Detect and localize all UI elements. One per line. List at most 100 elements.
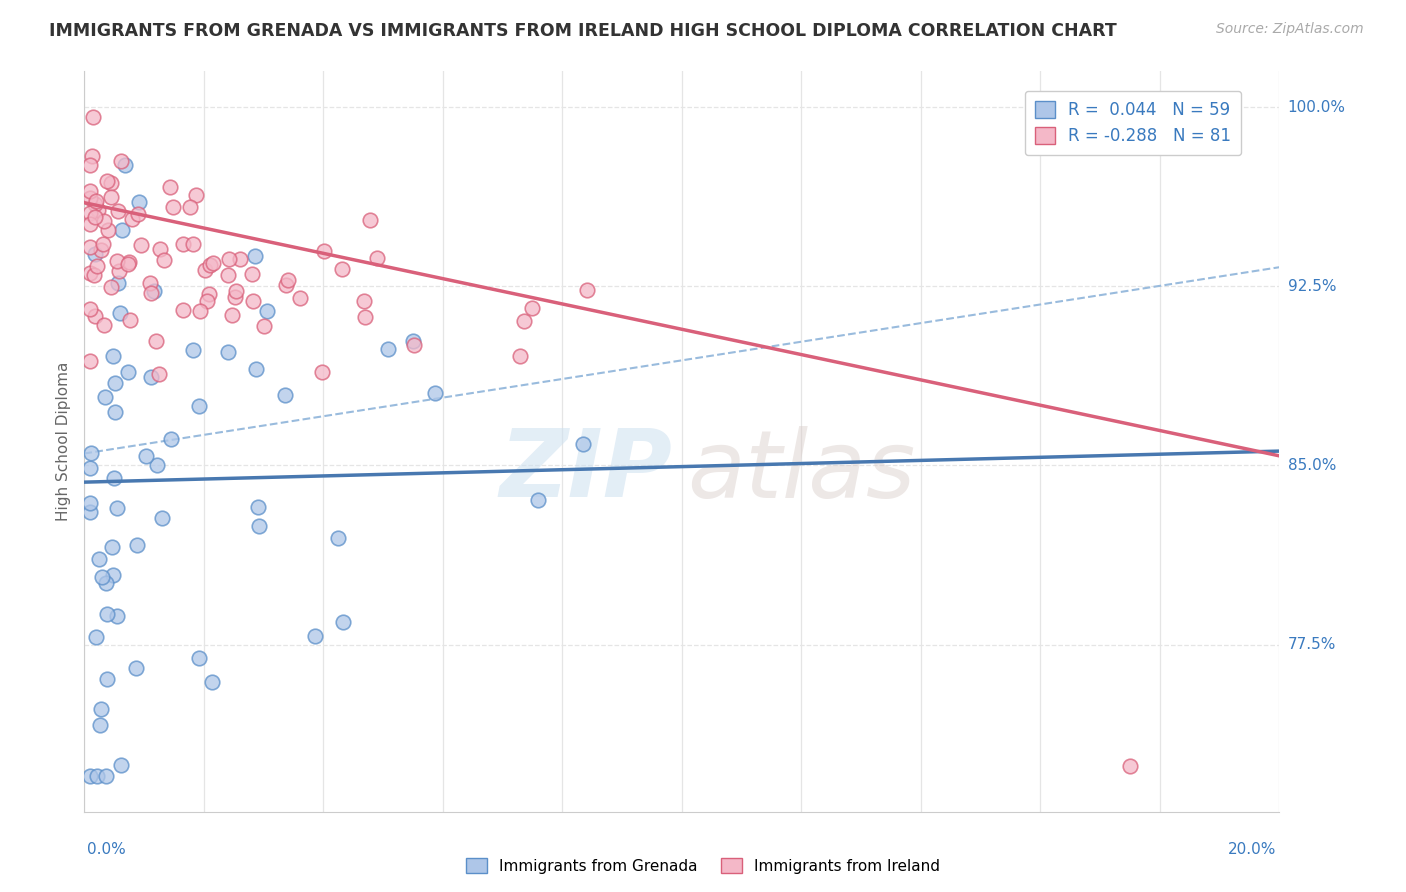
Point [101, 567, 124, 582]
Point [107, 276, 129, 290]
Point [366, 251, 388, 265]
Point [1119, 759, 1142, 773]
Point [108, 263, 131, 277]
Point [91, 237, 114, 252]
Text: 0.0%: 0.0% [87, 842, 127, 857]
Point [80, 149, 103, 163]
Point [240, 267, 263, 281]
Point [311, 365, 333, 379]
Point [145, 458, 167, 472]
Point [93, 318, 115, 333]
Point [89, 718, 111, 732]
Point [312, 244, 335, 259]
Point [104, 405, 127, 419]
Point [117, 365, 139, 379]
Point [288, 291, 311, 305]
Point [86, 259, 108, 273]
Point [245, 361, 267, 376]
Point [129, 238, 152, 252]
Point [128, 195, 150, 210]
Point [84, 196, 107, 211]
Point [243, 249, 266, 263]
Point [100, 189, 122, 203]
Point [120, 312, 142, 326]
Point [107, 203, 129, 218]
Point [326, 531, 349, 545]
Point [90, 244, 112, 258]
Point [90, 702, 112, 716]
Point [79, 158, 101, 172]
Point [172, 302, 194, 317]
Point [103, 471, 125, 485]
Point [110, 153, 132, 168]
Point [124, 661, 146, 675]
Point [79, 496, 101, 510]
Point [79, 191, 101, 205]
Point [114, 158, 136, 172]
Point [107, 608, 129, 623]
Point [304, 629, 326, 643]
Point [79, 266, 101, 280]
Point [80, 446, 103, 460]
Point [100, 176, 122, 190]
Point [89, 552, 111, 566]
Text: 100.0%: 100.0% [1288, 100, 1346, 115]
Point [330, 261, 353, 276]
Point [148, 367, 170, 381]
Text: IMMIGRANTS FROM GRENADA VS IMMIGRANTS FROM IRELAND HIGH SCHOOL DIPLOMA CORRELATI: IMMIGRANTS FROM GRENADA VS IMMIGRANTS FR… [49, 22, 1116, 40]
Point [193, 263, 215, 277]
Point [111, 223, 134, 237]
Point [217, 345, 239, 359]
Text: 92.5%: 92.5% [1288, 279, 1336, 293]
Point [353, 310, 375, 325]
Point [229, 252, 252, 267]
Point [153, 252, 176, 267]
Point [513, 313, 536, 327]
Point [135, 449, 157, 463]
Point [575, 283, 598, 297]
Point [105, 500, 128, 515]
Point [79, 460, 101, 475]
Text: Source: ZipAtlas.com: Source: ZipAtlas.com [1216, 22, 1364, 37]
Point [143, 285, 166, 299]
Legend: R =  0.044   N = 59, R = -0.288   N = 81: R = 0.044 N = 59, R = -0.288 N = 81 [1025, 91, 1241, 155]
Point [139, 285, 162, 300]
Point [162, 201, 184, 215]
Point [79, 302, 101, 317]
Point [83, 210, 105, 224]
Point [86, 769, 108, 783]
Point [221, 308, 243, 322]
Point [423, 385, 446, 400]
Point [359, 212, 381, 227]
Point [84, 247, 107, 261]
Point [402, 334, 425, 349]
Text: ZIP: ZIP [501, 425, 672, 517]
Point [179, 200, 201, 214]
Point [277, 273, 299, 287]
Point [198, 287, 221, 301]
Point [127, 207, 149, 221]
Point [198, 259, 221, 273]
Point [96, 673, 118, 687]
Point [101, 540, 124, 554]
Point [160, 432, 183, 446]
Point [184, 188, 207, 202]
Point [520, 301, 543, 315]
Point [82, 110, 104, 124]
Text: atlas: atlas [688, 425, 915, 516]
Point [117, 257, 139, 271]
Point [79, 769, 101, 783]
Point [353, 294, 375, 309]
Point [217, 268, 239, 283]
Point [377, 342, 399, 356]
Point [100, 279, 122, 293]
Point [201, 256, 224, 270]
Point [183, 236, 205, 251]
Point [197, 293, 219, 308]
Point [94, 575, 117, 590]
Point [84, 631, 107, 645]
Point [138, 276, 160, 290]
Point [188, 304, 211, 318]
Point [84, 309, 107, 323]
Point [96, 769, 118, 783]
